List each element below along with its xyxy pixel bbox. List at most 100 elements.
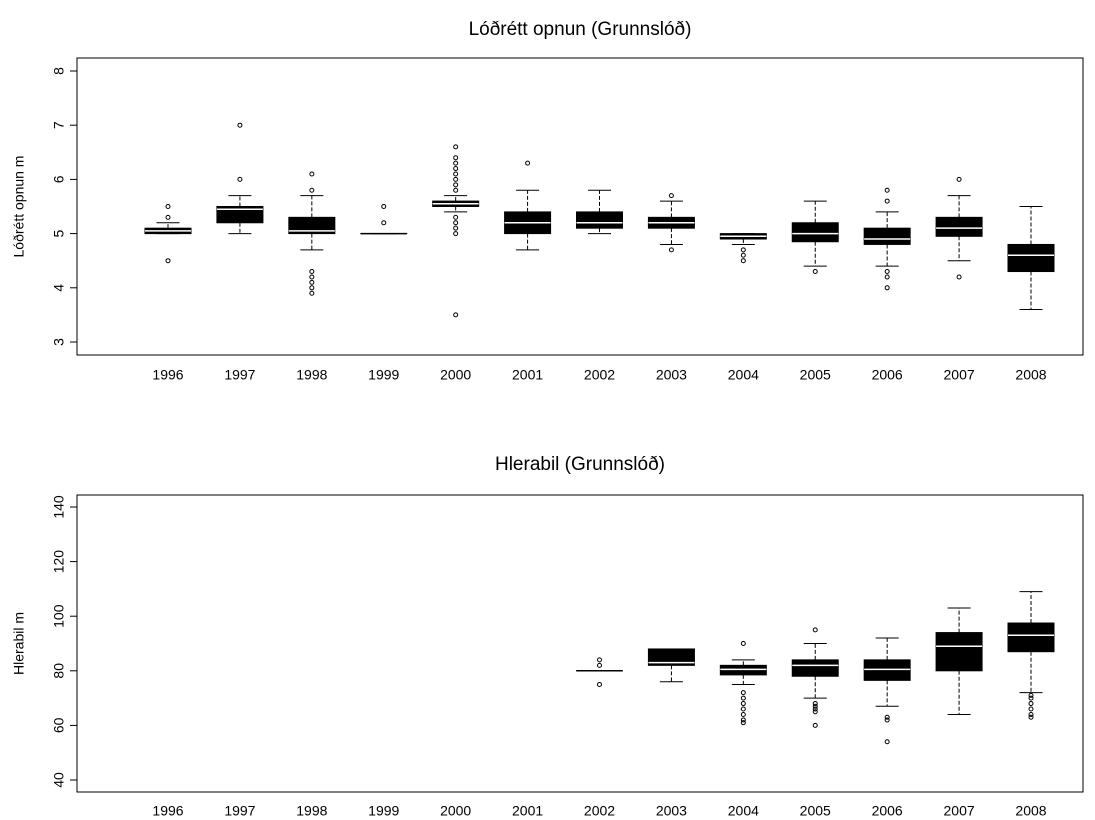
box xyxy=(791,222,839,243)
outlier xyxy=(597,681,602,687)
y-axis-label: Lóðrétt opnun m xyxy=(11,156,27,258)
outlier xyxy=(740,717,746,723)
outlier xyxy=(740,258,746,264)
box xyxy=(216,206,264,224)
outlier xyxy=(812,701,818,707)
outlier xyxy=(740,701,746,707)
outlier xyxy=(812,703,818,709)
outlier xyxy=(453,231,459,237)
y-tick-label: 8 xyxy=(51,67,67,75)
outlier xyxy=(884,714,890,720)
box xyxy=(863,227,911,245)
outlier xyxy=(1028,711,1034,717)
outlier xyxy=(740,252,746,258)
outlier xyxy=(884,198,890,204)
outlier xyxy=(740,711,746,717)
x-tick-label: 2002 xyxy=(584,803,615,819)
x-tick-label: 1999 xyxy=(368,367,399,383)
x-tick-label: 2006 xyxy=(872,367,903,383)
outlier xyxy=(1028,692,1034,698)
x-tick-label: 2002 xyxy=(584,367,615,383)
x-tick-label: 1999 xyxy=(368,803,399,819)
box xyxy=(791,659,839,677)
chart: Lóðrétt opnun (Grunnslóð) Lóðrétt opnun m… xyxy=(11,19,1084,383)
outlier xyxy=(453,214,459,220)
x-tick-label: 2007 xyxy=(944,367,975,383)
x-tick-label: 1998 xyxy=(296,803,327,819)
y-tick-label: 120 xyxy=(51,550,67,574)
outlier xyxy=(309,187,315,193)
box xyxy=(647,648,695,666)
y-tick-label: 100 xyxy=(51,604,67,628)
box xyxy=(576,211,623,229)
outlier xyxy=(740,641,746,646)
x-tick-label: 1998 xyxy=(296,367,327,383)
plot-frame xyxy=(76,494,1084,793)
x-tick-label: 2004 xyxy=(728,367,759,383)
x-tick-label: 2001 xyxy=(512,367,543,383)
x-tick-label: 2003 xyxy=(656,367,687,383)
outlier xyxy=(1028,695,1034,701)
outlier xyxy=(237,122,243,128)
outlier xyxy=(453,176,459,182)
outlier xyxy=(740,706,746,712)
y-tick-label: 140 xyxy=(51,495,67,519)
outlier xyxy=(453,166,459,172)
y-axis-label: Hlerabil m xyxy=(11,612,27,675)
outlier xyxy=(956,274,962,280)
x-tick-label: 2000 xyxy=(440,367,471,383)
outlier xyxy=(884,739,890,745)
y-tick-label: 7 xyxy=(51,121,67,129)
outlier xyxy=(740,695,746,701)
outlier xyxy=(237,176,243,182)
outlier xyxy=(309,269,315,275)
outlier xyxy=(884,187,890,193)
outlier xyxy=(309,285,315,291)
y-tick-label: 5 xyxy=(51,229,67,237)
x-tick-label: 1996 xyxy=(152,367,183,383)
box xyxy=(935,632,983,672)
outlier xyxy=(1028,706,1034,712)
outlier xyxy=(453,171,459,177)
x-tick-label: 2000 xyxy=(440,803,471,819)
x-tick-label: 2008 xyxy=(1015,367,1046,383)
outlier xyxy=(453,144,459,150)
y-tick-label: 40 xyxy=(51,772,67,788)
outlier xyxy=(165,204,171,209)
chart-title: Hlerabil (Grunnslóð) xyxy=(495,454,665,475)
box xyxy=(1007,622,1055,653)
outlier xyxy=(884,269,890,275)
outlier xyxy=(453,187,459,193)
outlier xyxy=(812,709,818,715)
outlier xyxy=(453,155,459,161)
outlier xyxy=(381,204,387,209)
outlier xyxy=(1028,714,1034,720)
x-tick-label: 2005 xyxy=(800,367,831,383)
outlier xyxy=(309,274,315,280)
box xyxy=(1007,243,1055,273)
outlier xyxy=(668,247,674,253)
outlier xyxy=(525,160,531,166)
x-tick-label: 2004 xyxy=(728,803,759,819)
outlier xyxy=(453,160,459,166)
x-tick-label: 2006 xyxy=(872,803,903,819)
chart-title: Lóðrétt opnun (Grunnslóð) xyxy=(469,19,692,40)
outlier xyxy=(812,627,818,633)
box xyxy=(288,216,336,235)
outlier xyxy=(165,214,171,220)
box xyxy=(935,216,983,237)
outlier xyxy=(381,220,387,226)
outlier xyxy=(884,285,890,291)
outlier xyxy=(453,225,459,231)
y-tick-label: 3 xyxy=(51,338,67,346)
x-tick-label: 2001 xyxy=(512,803,543,819)
outlier xyxy=(1028,701,1034,707)
outlier xyxy=(740,247,746,253)
x-tick-label: 2007 xyxy=(944,803,975,819)
y-tick-label: 60 xyxy=(51,717,67,733)
outlier xyxy=(597,657,602,663)
x-tick-label: 2003 xyxy=(656,803,687,819)
outlier xyxy=(453,182,459,188)
x-tick-label: 1997 xyxy=(224,803,255,819)
outlier xyxy=(812,722,818,728)
